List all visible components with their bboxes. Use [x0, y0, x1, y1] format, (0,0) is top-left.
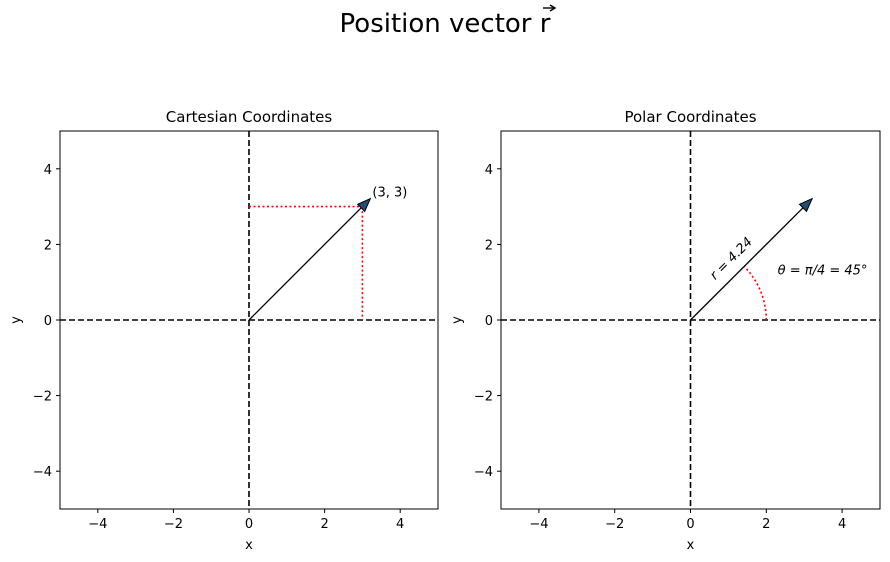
point-label: (3, 3) — [372, 186, 407, 201]
x-tick-label: 2 — [762, 517, 770, 532]
y-tick-label: −4 — [33, 465, 52, 480]
panel-title: Cartesian Coordinates — [166, 108, 333, 126]
figure-title-text: Position vector r — [340, 9, 551, 39]
x-tick-label: 0 — [686, 517, 694, 532]
y-axis-label: y — [9, 316, 24, 324]
x-axis-label: x — [687, 538, 695, 553]
y-axis-label: y — [450, 316, 465, 324]
y-tick-label: −2 — [33, 390, 52, 405]
x-tick-label: −4 — [529, 517, 548, 532]
vector-arrow-accent-icon — [543, 4, 557, 12]
y-tick-label: 0 — [44, 314, 52, 329]
y-tick-label: 4 — [485, 163, 493, 178]
x-tick-label: −2 — [164, 517, 183, 532]
x-axis-label: x — [245, 538, 253, 553]
figure-title: Position vector r — [340, 9, 551, 39]
vector-shaft — [248, 207, 362, 321]
x-tick-label: 4 — [838, 517, 846, 532]
y-tick-label: 2 — [485, 238, 493, 253]
x-tick-label: 2 — [320, 517, 328, 532]
plot-frame — [59, 130, 439, 510]
x-tick-label: 4 — [396, 517, 404, 532]
x-tick-label: −2 — [605, 517, 624, 532]
y-tick-label: −4 — [474, 465, 493, 480]
y-tick-label: −2 — [474, 390, 493, 405]
x-tick-label: 0 — [245, 517, 253, 532]
y-tick-label: 2 — [44, 238, 52, 253]
angle-arc — [743, 265, 768, 321]
panel-polar: Polar Coordinates −4 −4 −2 −2 0 0 2 2 4 4 x y r = 4.2… — [450, 108, 881, 553]
vector-shaft — [690, 207, 804, 321]
y-tick-label: 4 — [44, 163, 52, 178]
x-tick-label: −4 — [88, 517, 107, 532]
angle-label: θ = π/4 = 45° — [778, 264, 868, 279]
radius-label: r = 4.24 — [707, 235, 755, 283]
panel-cartesian: Cartesian Coordinates −4 −4 −2 −2 0 0 2 2 4 4 x y (3,… — [9, 108, 439, 553]
panel-title: Polar Coordinates — [624, 108, 756, 126]
y-tick-label: 0 — [485, 314, 493, 329]
vector-arrowhead — [356, 197, 372, 213]
vector-arrowhead — [798, 197, 814, 213]
plot-frame — [500, 130, 881, 510]
